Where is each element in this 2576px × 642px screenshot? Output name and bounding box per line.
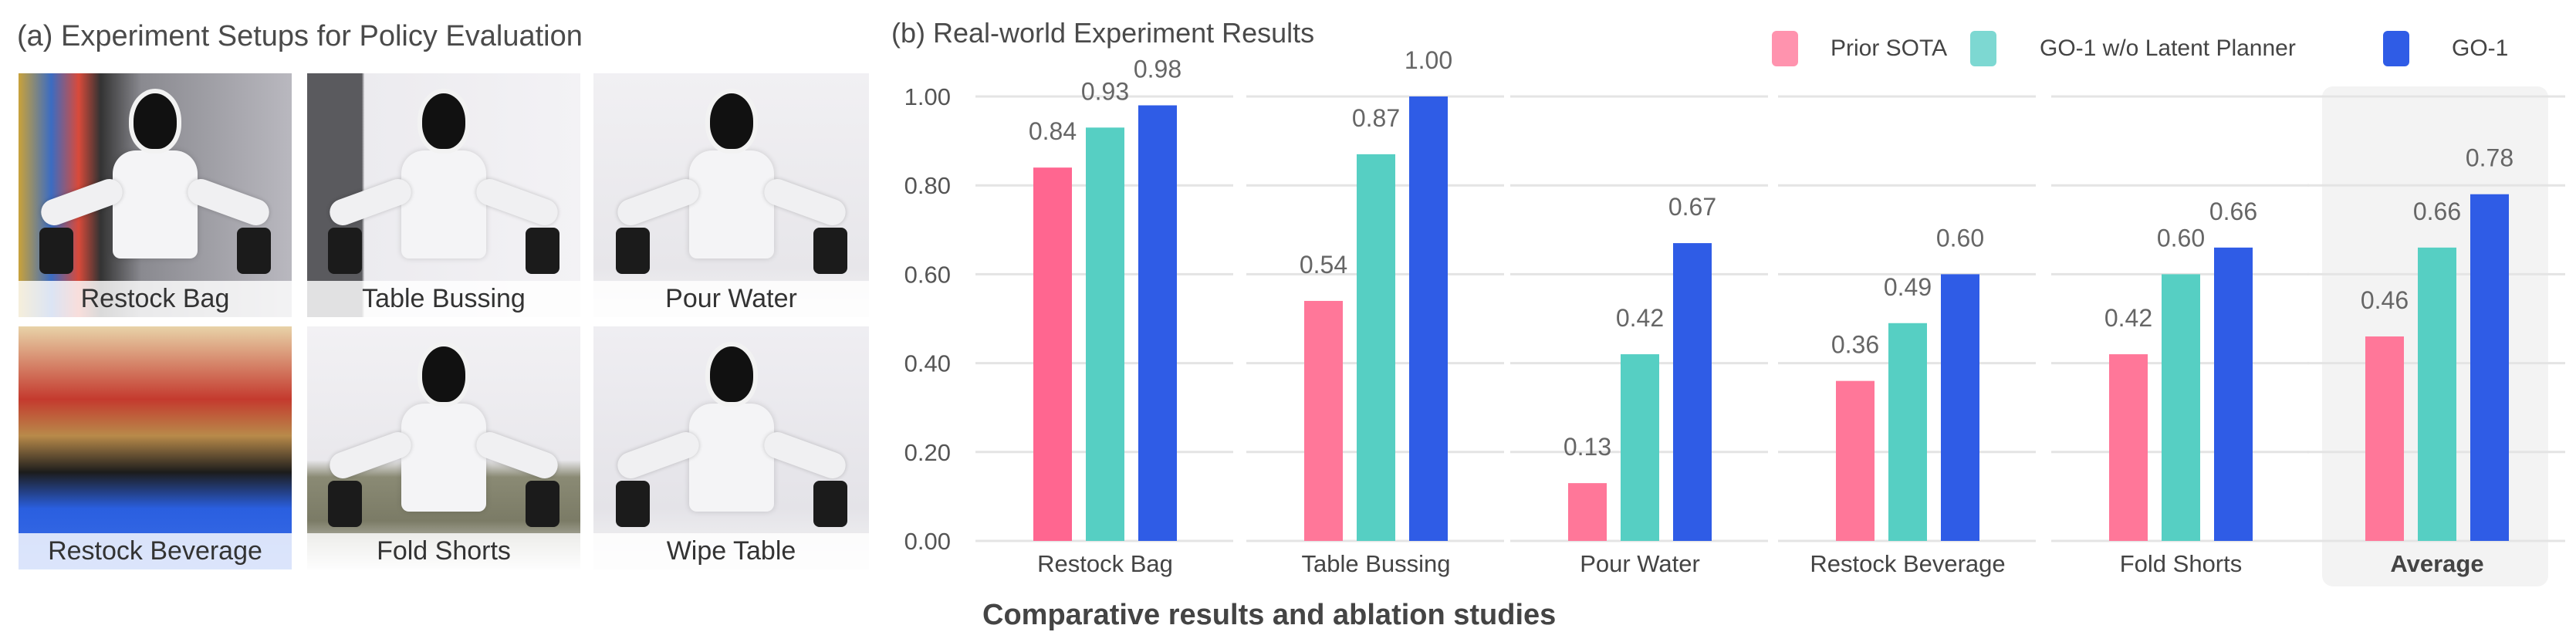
gripper-illustration — [813, 481, 847, 527]
robot-illustration — [688, 150, 774, 258]
y-tick-label: 1.00 — [904, 83, 951, 110]
data-label: 0.49 — [1884, 273, 1932, 301]
robot-illustration — [401, 404, 486, 512]
data-label: 0.78 — [2466, 144, 2513, 172]
x-tick-label: Pour Water — [1580, 550, 1700, 577]
setup-label: Table Bussing — [307, 281, 580, 317]
y-tick-label: 0.00 — [904, 528, 951, 555]
robot-illustration — [688, 404, 774, 512]
bar — [2109, 354, 2148, 541]
legend-label-go1: GO-1 — [2452, 35, 2509, 61]
gripper-illustration — [615, 481, 650, 527]
setup-photo: Restock Beverage — [19, 326, 292, 569]
x-tick-label: Fold Shorts — [2120, 550, 2243, 577]
data-label: 0.13 — [1564, 433, 1611, 461]
robot-head-illustration — [418, 89, 470, 154]
bar — [1941, 274, 1979, 541]
data-label: 0.36 — [1831, 331, 1879, 359]
x-tick-label: Restock Bag — [1037, 550, 1173, 577]
robot-head-illustration — [418, 342, 470, 407]
data-label: 0.54 — [1300, 251, 1347, 279]
bar — [1086, 127, 1124, 541]
y-tick-label: 0.60 — [904, 261, 951, 288]
robot-head-illustration — [705, 342, 758, 407]
robot-illustration — [401, 150, 486, 258]
bar — [1409, 96, 1448, 541]
bar — [2418, 247, 2456, 541]
bar — [1033, 167, 1072, 541]
data-label: 0.84 — [1029, 117, 1077, 145]
setup-label: Restock Beverage — [19, 533, 292, 569]
figure-caption: Comparative results and ablation studies — [982, 599, 1557, 631]
gripper-illustration — [813, 228, 847, 274]
data-label: 0.67 — [1668, 193, 1716, 221]
data-label: 0.60 — [1936, 224, 1984, 252]
setup-photo: Fold Shorts — [307, 326, 580, 569]
bar — [2162, 274, 2200, 541]
bar — [1888, 323, 1927, 541]
data-label: 0.87 — [1352, 104, 1400, 132]
photo-background — [19, 326, 292, 569]
setup-photo: Table Bussing — [307, 73, 580, 317]
gripper-illustration — [526, 481, 559, 527]
data-label: 0.60 — [2157, 224, 2205, 252]
gripper-illustration — [39, 228, 73, 274]
chart-title: (b) Real-world Experiment Results — [891, 17, 1315, 49]
data-label: 1.00 — [1405, 46, 1452, 74]
legend-swatch-go1 — [2383, 31, 2409, 66]
legend-label-prior-sota: Prior SOTA — [1831, 35, 1948, 61]
legend-swatch-go1-wo-planner — [1970, 31, 1996, 66]
y-tick-label: 0.80 — [904, 172, 951, 199]
bar — [1568, 483, 1607, 541]
setup-label: Restock Bag — [19, 281, 292, 317]
data-label: 0.66 — [2413, 198, 2461, 225]
setup-label: Fold Shorts — [307, 533, 580, 569]
setup-photo: Wipe Table — [593, 326, 869, 569]
bar — [1673, 243, 1712, 541]
robot-head-illustration — [129, 89, 181, 154]
x-tick-label: Average — [2390, 550, 2483, 577]
bar — [1836, 380, 1875, 541]
bar — [1304, 300, 1343, 541]
gripper-illustration — [526, 228, 559, 274]
data-label: 0.42 — [1616, 304, 1664, 332]
bar — [2214, 247, 2253, 541]
data-label: 0.66 — [2209, 198, 2257, 225]
gripper-illustration — [237, 228, 271, 274]
bar — [2470, 194, 2509, 541]
setup-photo: Pour Water — [593, 73, 869, 317]
x-tick-label: Restock Beverage — [1810, 550, 2005, 577]
bar — [1138, 105, 1177, 541]
robot-head-illustration — [705, 89, 758, 154]
setup-photo: Restock Bag — [19, 73, 292, 317]
setup-label: Pour Water — [593, 281, 869, 317]
gripper-illustration — [328, 228, 362, 274]
data-label: 0.46 — [2361, 286, 2409, 314]
panel-a-title: (a) Experiment Setups for Policy Evaluat… — [17, 20, 583, 52]
x-tick-label: Table Bussing — [1301, 550, 1450, 577]
robot-illustration — [113, 150, 198, 258]
data-label: 0.42 — [2104, 304, 2152, 332]
bar — [2365, 336, 2404, 541]
legend-swatch-prior-sota — [1772, 31, 1798, 66]
legend-label-go1-wo-planner: GO-1 w/o Latent Planner — [2040, 35, 2296, 61]
y-tick-label: 0.40 — [904, 350, 951, 377]
gripper-illustration — [615, 228, 650, 274]
data-label: 0.93 — [1081, 77, 1129, 105]
gripper-illustration — [328, 481, 362, 527]
y-tick-label: 0.20 — [904, 439, 951, 466]
bar — [1357, 154, 1395, 541]
data-label: 0.98 — [1134, 56, 1182, 83]
bar — [1621, 354, 1659, 541]
setup-label: Wipe Table — [593, 533, 869, 569]
